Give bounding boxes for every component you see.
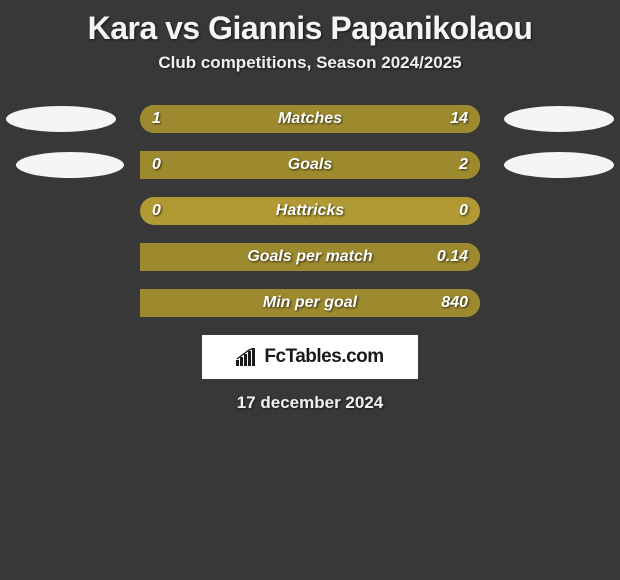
stat-label: Goals xyxy=(288,156,332,174)
player-marker-left xyxy=(16,152,124,178)
stat-value-right: 0 xyxy=(459,202,468,220)
comparison-card: Kara vs Giannis Papanikolaou Club compet… xyxy=(0,0,620,413)
stat-bar: Goals per match 0.14 xyxy=(140,243,480,271)
player-marker-left xyxy=(6,106,116,132)
stat-bar: Min per goal 840 xyxy=(140,289,480,317)
stat-label: Hattricks xyxy=(276,202,344,220)
comparison-rows: 1 Matches 14 0 Goals 2 0 Hattricks 0 Goals per ma… xyxy=(0,105,620,317)
stat-value-left: 1 xyxy=(152,110,161,128)
date-label: 17 december 2024 xyxy=(0,393,620,413)
stat-row: Min per goal 840 xyxy=(0,289,620,317)
stat-value-right: 0.14 xyxy=(437,248,468,266)
stat-value-left: 0 xyxy=(152,202,161,220)
stat-label: Min per goal xyxy=(263,294,357,312)
stat-row: 1 Matches 14 xyxy=(0,105,620,133)
stat-value-right: 2 xyxy=(459,156,468,174)
stat-row: Goals per match 0.14 xyxy=(0,243,620,271)
stat-bar: 1 Matches 14 xyxy=(140,105,480,133)
bars-icon xyxy=(236,348,258,366)
stat-row: 0 Goals 2 xyxy=(0,151,620,179)
subtitle: Club competitions, Season 2024/2025 xyxy=(0,53,620,73)
page-title: Kara vs Giannis Papanikolaou xyxy=(0,6,620,53)
player-marker-right xyxy=(504,106,614,132)
player-marker-right xyxy=(504,152,614,178)
stat-bar: 0 Goals 2 xyxy=(140,151,480,179)
stat-value-right: 840 xyxy=(441,294,468,312)
stat-bar: 0 Hattricks 0 xyxy=(140,197,480,225)
stat-value-right: 14 xyxy=(450,110,468,128)
branding-badge: FcTables.com xyxy=(202,335,418,379)
stat-label: Matches xyxy=(278,110,342,128)
branding-text: FcTables.com xyxy=(264,346,383,368)
stat-row: 0 Hattricks 0 xyxy=(0,197,620,225)
stat-label: Goals per match xyxy=(247,248,372,266)
stat-value-left: 0 xyxy=(152,156,161,174)
